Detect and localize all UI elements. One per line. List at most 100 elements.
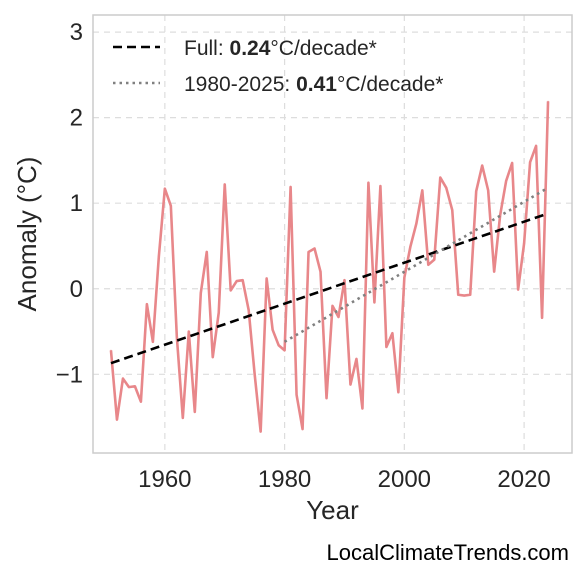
- anomaly-point: [517, 289, 519, 291]
- anomaly-point: [355, 358, 358, 360]
- anomaly-point: [188, 330, 190, 333]
- x-axis-ticks: 1960 1980 2000 2020: [138, 466, 551, 493]
- anomaly-point: [439, 176, 441, 179]
- anomaly-point: [415, 223, 417, 225]
- anomaly-point: [463, 294, 465, 297]
- anomaly-point: [343, 279, 346, 281]
- anomaly-point: [457, 294, 459, 296]
- x-tick-label: 1980: [258, 466, 311, 493]
- anomaly-point: [367, 182, 370, 184]
- anomaly-point: [541, 317, 543, 319]
- legend: Full: 0.24°C/decade*1980-2025: 0.41°C/de…: [113, 37, 443, 96]
- anomaly-point: [505, 180, 507, 182]
- anomaly-point: [140, 401, 142, 403]
- anomaly-point: [421, 189, 423, 191]
- anomaly-point: [134, 385, 136, 387]
- anomaly-point: [116, 419, 118, 421]
- anomaly-point: [469, 294, 471, 296]
- y-tick-label: 2: [70, 105, 83, 132]
- anomaly-point: [475, 190, 477, 192]
- anomaly-point: [248, 309, 250, 311]
- x-tick-label: 1960: [138, 466, 191, 493]
- legend-entry-label: Full:: [184, 37, 230, 60]
- anomaly-point: [325, 397, 328, 399]
- anomaly-point: [361, 407, 364, 410]
- anomaly-point: [242, 279, 244, 281]
- anomaly-point: [427, 264, 429, 266]
- legend-entry-rate: 0.24: [230, 37, 271, 60]
- anomaly-point: [391, 332, 393, 334]
- legend-entry-label: 1980-2025:: [184, 73, 296, 96]
- anomaly-point: [152, 341, 154, 343]
- y-axis-ticks: −1 0 1 2 3: [56, 19, 83, 388]
- anomaly-point: [409, 246, 411, 248]
- y-tick-label: 3: [70, 19, 83, 46]
- plot-frame: [92, 14, 573, 454]
- anomaly-point: [403, 277, 405, 279]
- y-tick-label: −1: [56, 361, 83, 388]
- anomaly-point: [433, 259, 435, 261]
- anomaly-point: [289, 186, 292, 188]
- anomaly-point: [523, 242, 525, 245]
- anomaly-point: [379, 185, 381, 187]
- anomaly-point: [284, 349, 286, 351]
- anomaly-point: [224, 183, 226, 185]
- anomaly-point: [200, 292, 202, 294]
- anomaly-point: [331, 305, 334, 307]
- anomaly-point: [481, 164, 483, 167]
- x-tick-label: 2020: [497, 466, 550, 493]
- anomaly-point: [236, 280, 238, 282]
- anomaly-point: [301, 428, 304, 430]
- anomaly-point: [122, 377, 124, 380]
- anomaly-point: [278, 344, 280, 346]
- anomaly-point: [272, 329, 274, 331]
- recent-trend-line: [283, 186, 549, 343]
- plot-series: [109, 100, 550, 433]
- watermark-text: LocalClimateTrends.com: [327, 540, 570, 565]
- x-axis-label: Year: [306, 495, 359, 525]
- anomaly-point: [493, 271, 495, 273]
- anomaly-point: [529, 161, 531, 163]
- full-trend-line: [110, 212, 549, 365]
- anomaly-point: [176, 336, 178, 338]
- anomaly-point: [487, 189, 489, 191]
- anomaly-point: [158, 255, 160, 257]
- legend-entry: 1980-2025: 0.41°C/decade*: [184, 73, 443, 96]
- anomaly-point: [373, 301, 376, 304]
- anomaly-point: [385, 346, 387, 348]
- anomaly-point: [212, 356, 214, 358]
- anomaly-point: [194, 411, 196, 413]
- anomaly-point: [170, 205, 172, 207]
- anomaly-point: [337, 316, 340, 318]
- anomaly-point: [295, 394, 298, 396]
- anomaly-point: [313, 247, 316, 250]
- legend-entry-unit: °C/decade*: [270, 37, 376, 60]
- legend-entry-unit: °C/decade*: [337, 73, 443, 96]
- y-axis-label: Anomaly (°C): [12, 157, 42, 312]
- y-tick-label: 0: [70, 276, 83, 303]
- anomaly-point: [511, 162, 513, 164]
- grid-lines: [93, 15, 572, 453]
- anomaly-point: [182, 417, 184, 419]
- anomaly-point: [451, 209, 453, 211]
- anomaly-point: [547, 100, 549, 103]
- anomaly-point: [266, 277, 268, 280]
- anomaly-point: [445, 187, 447, 189]
- x-tick-label: 2000: [378, 466, 431, 493]
- anomaly-point: [128, 386, 130, 388]
- anomaly-point: [535, 145, 537, 147]
- anomaly-point: [260, 431, 262, 433]
- anomaly-point: [499, 214, 501, 216]
- anomaly-point: [110, 349, 112, 351]
- anomaly-point: [397, 391, 399, 393]
- anomaly-point: [218, 312, 220, 314]
- anomaly-point: [206, 251, 208, 253]
- y-tick-label: 1: [70, 190, 83, 217]
- anomaly-point: [164, 188, 166, 190]
- anomaly-point: [146, 303, 148, 305]
- anomaly-point: [349, 383, 352, 386]
- legend-entry-rate: 0.41: [296, 73, 337, 96]
- anomaly-point: [319, 271, 322, 273]
- legend-entry: Full: 0.24°C/decade*: [184, 37, 377, 60]
